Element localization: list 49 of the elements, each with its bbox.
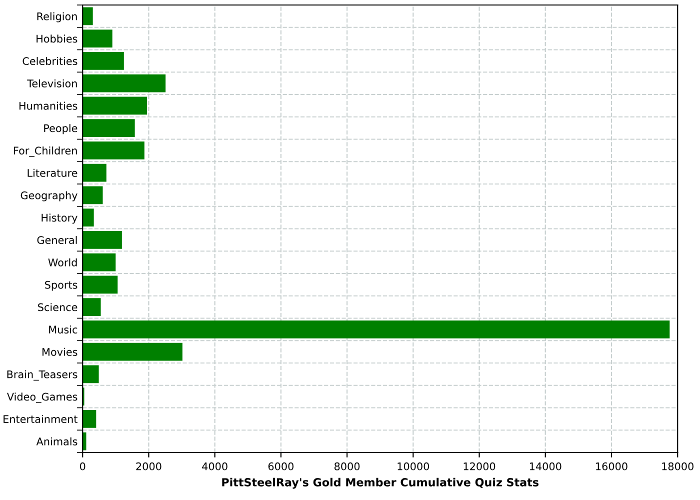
x-tick-label: 14000 [530, 462, 562, 470]
x-tick-label: 12000 [464, 462, 496, 470]
bar [82, 141, 144, 160]
bar [82, 230, 122, 249]
bar [82, 253, 116, 272]
bar [82, 276, 118, 294]
x-tick-label: 18000 [662, 462, 694, 470]
y-tick-label: For_Children [14, 146, 77, 157]
x-tick-label: 0 [80, 462, 86, 470]
bar [82, 164, 106, 182]
x-tick-label: 8000 [334, 462, 360, 470]
y-tick-label: People [44, 124, 78, 134]
bar [82, 410, 96, 428]
y-tick-label: Brain_Teasers [7, 370, 78, 381]
y-tick-label: Television [27, 79, 77, 88]
y-tick-label: Entertainment [4, 414, 78, 424]
bar [82, 52, 124, 70]
bar [82, 30, 112, 48]
bar [82, 365, 99, 384]
bar [82, 320, 670, 338]
x-tick-label: 6000 [268, 462, 294, 470]
y-tick-label: Video_Games [6, 392, 78, 403]
y-tick-label: Religion [37, 12, 77, 22]
bar [82, 119, 135, 138]
bar [82, 208, 94, 227]
bar [82, 96, 148, 115]
x-axis-title: PittSteelRay's Gold Member Cumulative Quiz Stats [222, 478, 538, 489]
y-tick-label: Animals [36, 437, 78, 446]
y-tick-label: World [48, 258, 77, 266]
y-tick-label: Music [49, 325, 78, 334]
x-tick-label: 10000 [398, 462, 430, 470]
y-tick-label: Movies [42, 348, 78, 356]
y-tick-label: Science [38, 303, 78, 312]
y-tick-label: Geography [20, 191, 78, 202]
x-tick-label: 2000 [136, 462, 162, 470]
y-tick-label: General [37, 236, 77, 244]
bar [82, 74, 166, 92]
bar [82, 186, 103, 204]
bar [82, 342, 182, 361]
y-tick-label: Literature [28, 168, 78, 177]
y-tick-label: Sports [45, 280, 78, 291]
bar [82, 298, 101, 316]
y-tick-label: Celebrities [22, 56, 78, 66]
y-tick-label: Hobbies [36, 34, 78, 43]
y-tick-label: Humanities [19, 102, 78, 110]
bar [82, 7, 93, 26]
x-tick-label: 16000 [596, 462, 628, 470]
y-tick-label: History [42, 214, 78, 224]
x-tick-label: 4000 [202, 462, 228, 470]
